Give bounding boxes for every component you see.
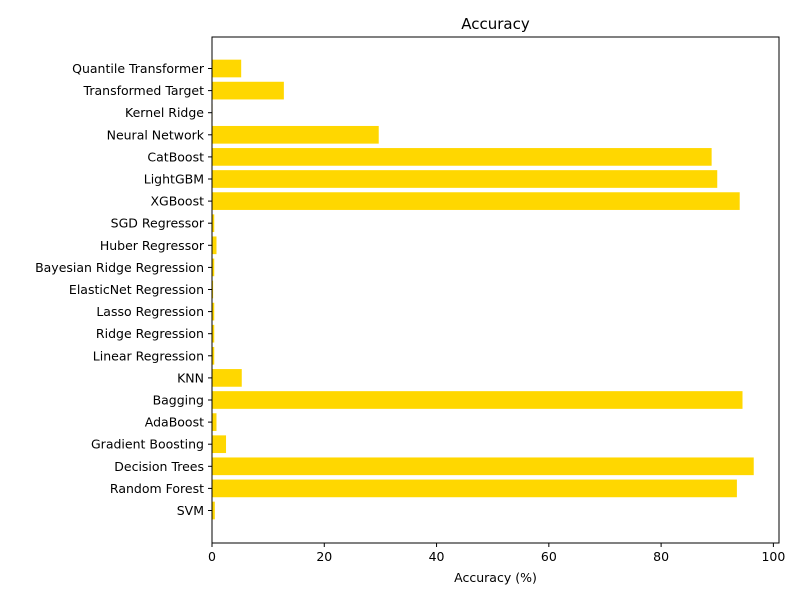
y-tick-label: Bagging xyxy=(153,393,204,408)
y-tick-label: Decision Trees xyxy=(114,459,204,474)
plot-frame xyxy=(211,36,780,544)
bar-decision-trees xyxy=(212,457,754,476)
y-axis-ticks: SVM Random Forest Decision Trees Gradient B… xyxy=(35,61,212,518)
x-tick-label: 100 xyxy=(761,549,785,564)
y-tick-label: Kernel Ridge xyxy=(125,105,204,120)
chart-title: Accuracy xyxy=(461,15,530,33)
y-tick-label: Ridge Regression xyxy=(96,326,204,341)
y-tick-label: Huber Regressor xyxy=(100,238,205,253)
x-tick-label: 60 xyxy=(541,549,557,564)
bar-random-forest xyxy=(212,479,737,498)
y-tick-label: ElasticNet Regression xyxy=(69,282,204,297)
bar-lasso-regression xyxy=(212,302,215,321)
x-tick-label: 40 xyxy=(429,549,445,564)
y-tick-label: Gradient Boosting xyxy=(91,437,204,452)
y-tick-label: KNN xyxy=(177,370,204,385)
bar-neural-network xyxy=(212,125,379,144)
bar-transformed-target xyxy=(212,81,284,100)
x-tick-label: 20 xyxy=(316,549,332,564)
x-tick-label: 0 xyxy=(208,549,216,564)
y-tick-label: Quantile Transformer xyxy=(72,61,205,76)
bar-quantile-transformer xyxy=(212,59,242,78)
y-tick-label: Random Forest xyxy=(110,481,204,496)
x-axis-label: Accuracy (%) xyxy=(454,570,537,585)
bar-sgd-regressor xyxy=(212,214,215,233)
x-tick-label: 80 xyxy=(653,549,669,564)
bar-linear-regression xyxy=(212,346,215,365)
y-tick-label: Lasso Regression xyxy=(96,304,204,319)
y-tick-label: CatBoost xyxy=(147,149,204,164)
bars-group xyxy=(212,59,754,520)
bar-lightgbm xyxy=(212,170,718,188)
bar-huber-regressor xyxy=(212,236,217,255)
bar-adaboost xyxy=(212,413,217,431)
y-tick-label: Neural Network xyxy=(107,127,205,142)
bar-ridge-regression xyxy=(212,324,215,343)
bar-elasticnet-regression xyxy=(212,280,214,299)
bar-bayesian-ridge-regression xyxy=(212,258,215,277)
bar-catboost xyxy=(212,148,712,166)
bar-knn xyxy=(212,369,242,387)
y-tick-label: SVM xyxy=(177,503,204,518)
bar-svm xyxy=(212,501,215,520)
bar-xgboost xyxy=(212,192,740,210)
bar-bagging xyxy=(212,391,743,409)
y-tick-label: Transformed Target xyxy=(83,83,205,98)
y-tick-label: AdaBoost xyxy=(145,415,204,430)
y-tick-label: LightGBM xyxy=(144,172,204,187)
y-tick-label: SGD Regressor xyxy=(111,216,205,231)
y-tick-label: XGBoost xyxy=(150,194,204,209)
y-tick-label: Linear Regression xyxy=(93,348,204,363)
y-tick-label: Bayesian Ridge Regression xyxy=(35,260,204,275)
x-axis-ticks: 0 20 40 60 80 100 xyxy=(208,543,785,564)
bar-gradient-boosting xyxy=(212,435,227,454)
